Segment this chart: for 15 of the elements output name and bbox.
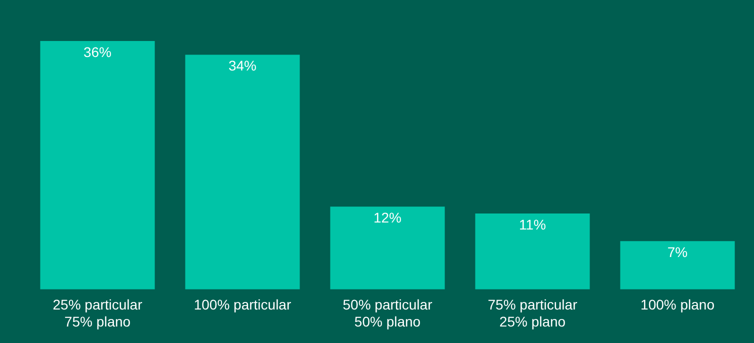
bar (330, 206, 445, 290)
x-tick-label: 50% particular 50% plano (342, 296, 433, 330)
x-tick-label: 25% particular 75% plano (52, 296, 143, 330)
x-tick-label: 75% particular 25% plano (488, 296, 578, 330)
data-label: 12% (373, 209, 402, 226)
x-tick-label: 100% plano (640, 296, 715, 313)
bar (475, 214, 590, 290)
bar (185, 54, 300, 290)
bar (620, 241, 735, 290)
x-tick-label: 100% particular (194, 296, 292, 313)
data-label: 36% (83, 44, 112, 60)
data-label: 34% (228, 58, 257, 74)
data-label: 7% (667, 244, 688, 260)
data-label: 11% (519, 216, 546, 232)
bar (40, 41, 155, 290)
